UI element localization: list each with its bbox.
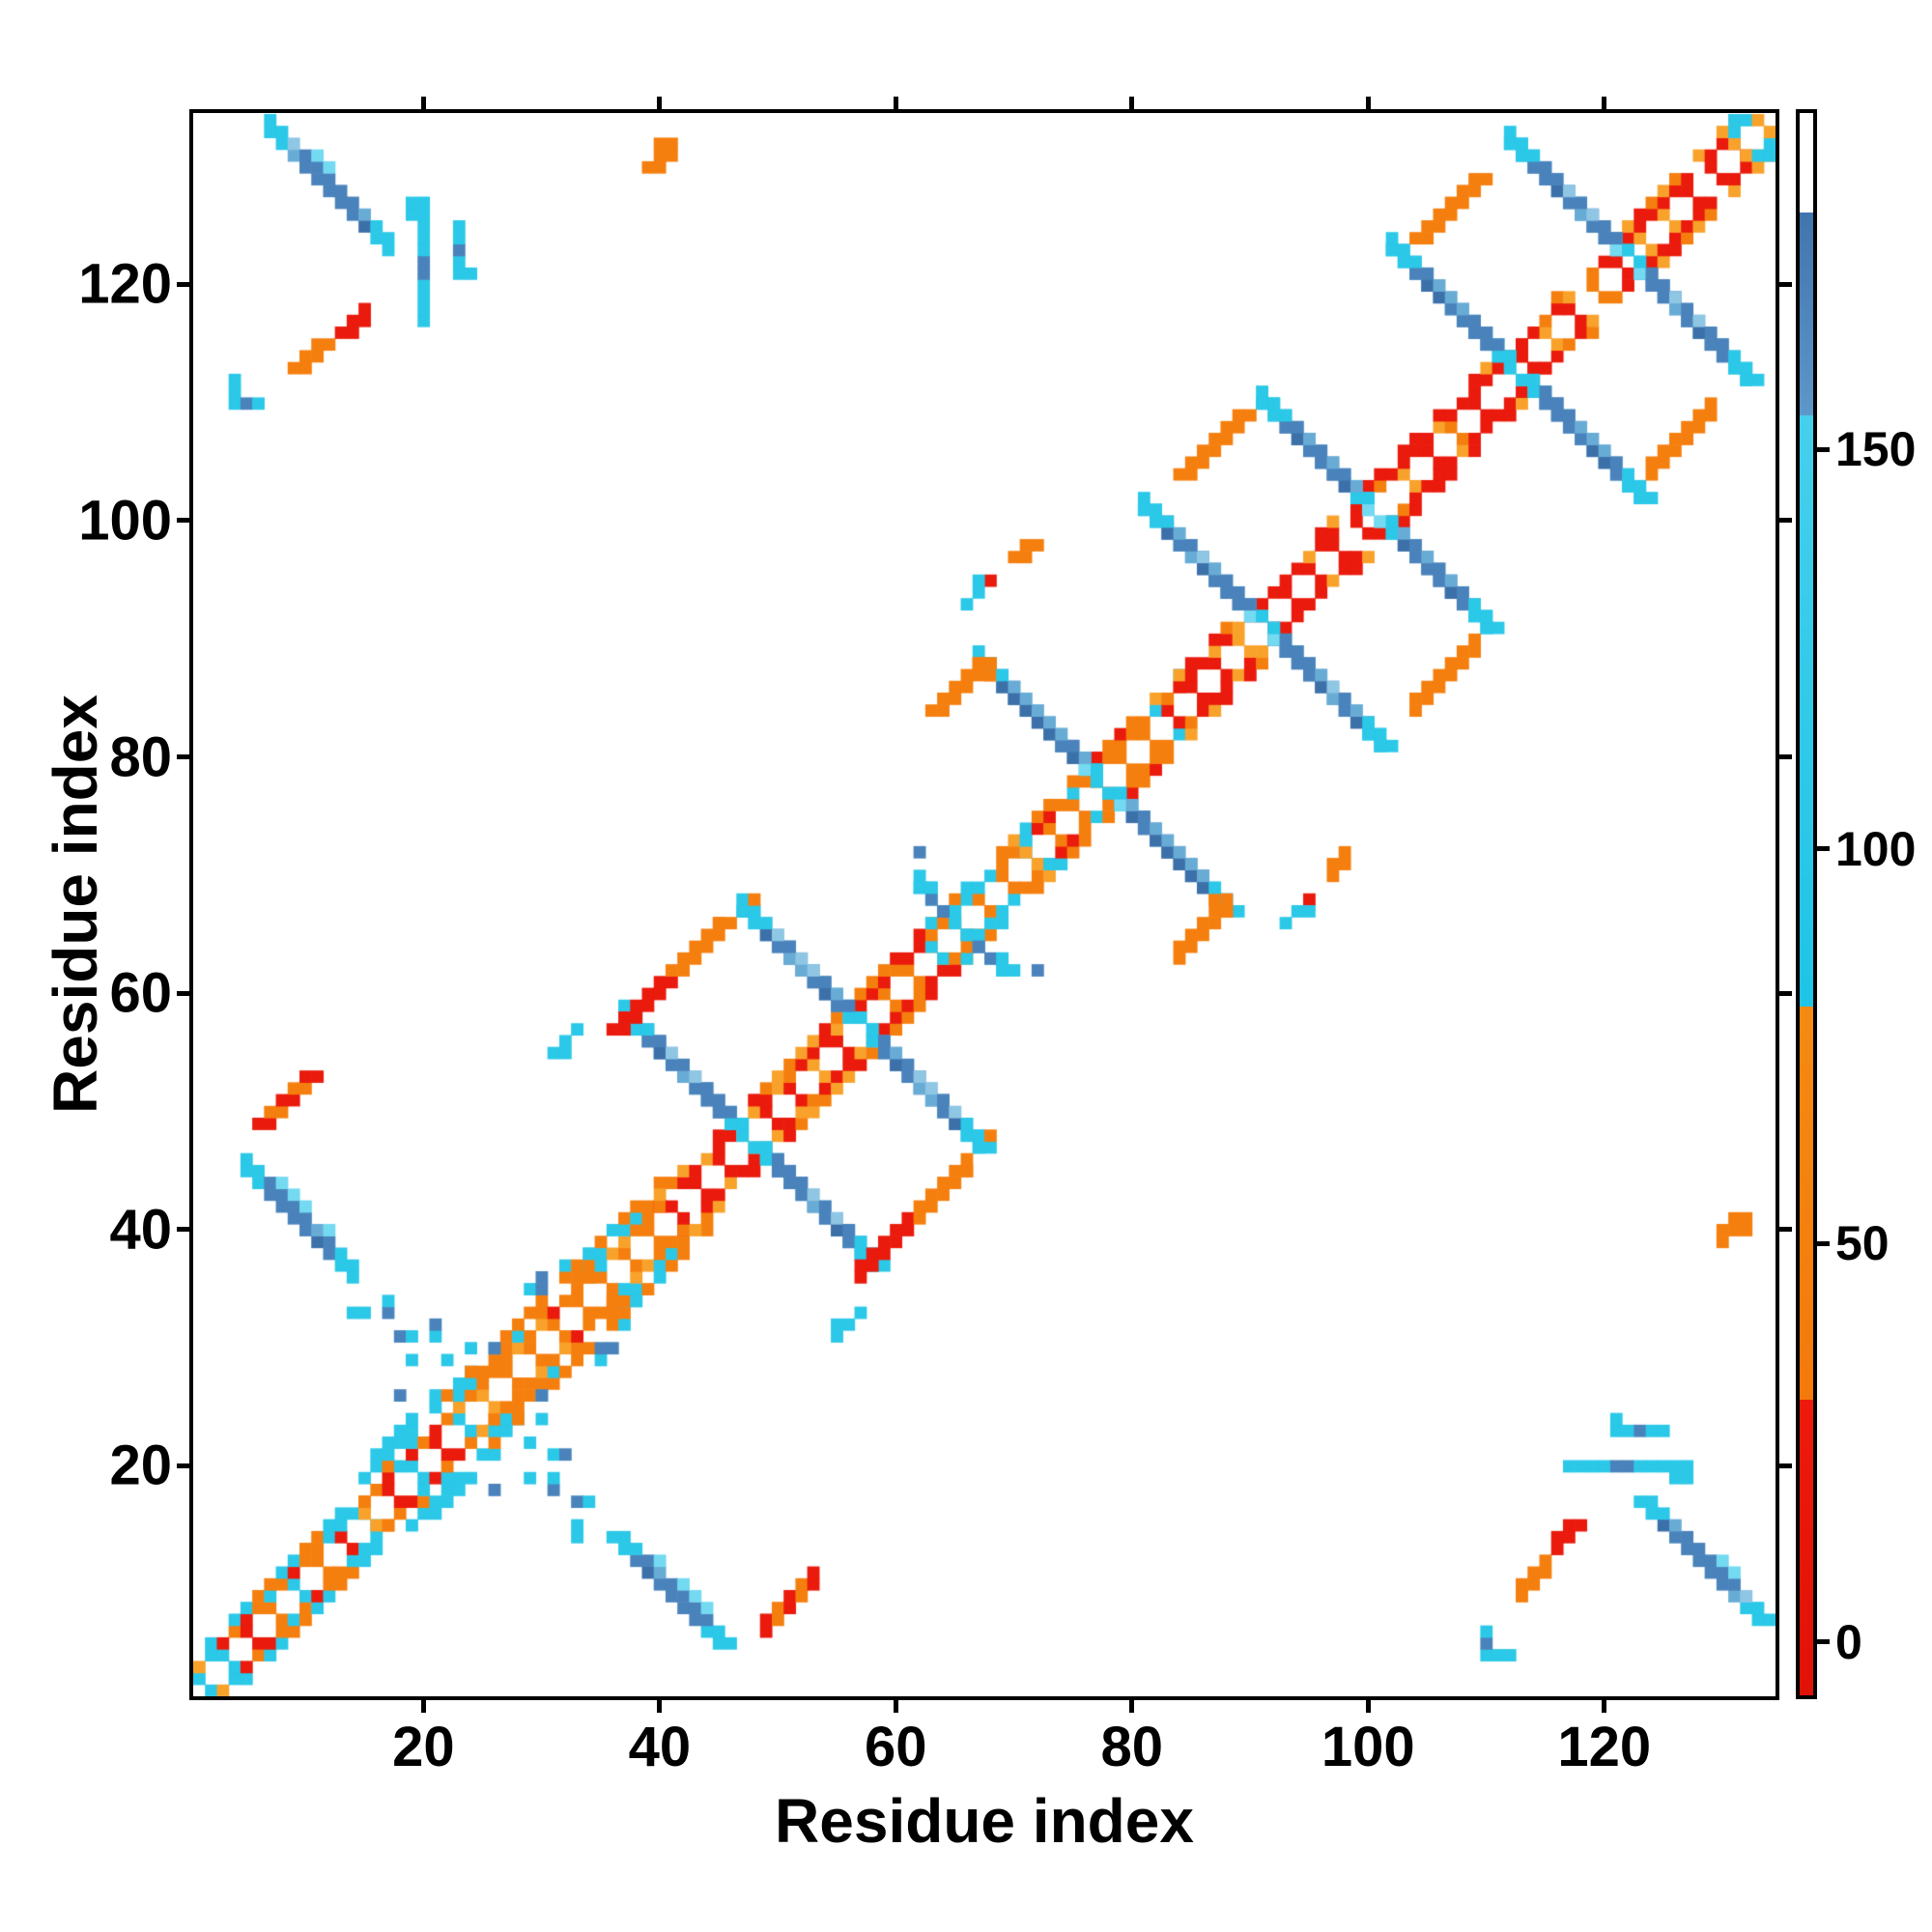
- y-right-tick-mark: [1779, 754, 1792, 760]
- y-right-tick-mark: [1779, 990, 1792, 996]
- y-right-tick-mark: [1779, 518, 1792, 524]
- colorbar: [1796, 109, 1817, 1699]
- y-tick-mark: [177, 1463, 189, 1468]
- colorbar-tick-label: 0: [1835, 1614, 1862, 1669]
- x-top-tick-mark: [420, 97, 426, 109]
- y-right-tick-mark: [1779, 1463, 1792, 1468]
- colorbar-tick-mark: [1817, 446, 1830, 452]
- x-top-tick-mark: [1365, 97, 1371, 109]
- y-tick-mark: [177, 754, 189, 760]
- colorbar-tick-label: 100: [1835, 821, 1917, 876]
- y-tick-label: 60: [109, 961, 172, 1025]
- x-top-tick-mark: [657, 97, 663, 109]
- x-top-tick-mark: [1129, 97, 1135, 109]
- x-tick-label: 40: [628, 1716, 692, 1778]
- colorbar-tick-mark: [1817, 1639, 1830, 1645]
- x-tick-mark: [420, 1700, 426, 1713]
- y-tick-label: 100: [78, 489, 172, 553]
- x-top-tick-mark: [893, 97, 898, 109]
- y-tick-label: 120: [78, 252, 172, 316]
- x-tick-mark: [893, 1700, 898, 1713]
- colorbar-tick-label: 50: [1835, 1216, 1889, 1271]
- x-tick-mark: [1129, 1700, 1135, 1713]
- x-tick-label: 100: [1321, 1716, 1415, 1778]
- y-right-tick-mark: [1779, 1227, 1792, 1233]
- colorbar-segment: [1800, 1007, 1813, 1401]
- x-tick-label: 120: [1557, 1716, 1652, 1778]
- y-tick-mark: [177, 518, 189, 524]
- y-tick-label: 80: [109, 725, 172, 789]
- colorbar-segment: [1800, 213, 1813, 416]
- y-tick-mark: [177, 1227, 189, 1233]
- colorbar-segment: [1800, 113, 1813, 214]
- colorbar-segment: [1800, 1399, 1813, 1695]
- y-tick-label: 40: [109, 1198, 172, 1262]
- x-top-tick-mark: [1602, 97, 1607, 109]
- x-tick-label: 80: [1100, 1716, 1164, 1778]
- colorbar-tick-mark: [1817, 1240, 1830, 1246]
- x-tick-label: 20: [392, 1716, 455, 1778]
- y-tick-mark: [177, 990, 189, 996]
- y-tick-label: 20: [109, 1434, 172, 1497]
- colorbar-tick-mark: [1817, 846, 1830, 852]
- y-right-tick-mark: [1779, 281, 1792, 287]
- plot-frame: [189, 109, 1779, 1700]
- x-axis-title: Residue index: [775, 1786, 1194, 1856]
- x-tick-label: 60: [865, 1716, 927, 1778]
- y-tick-mark: [177, 281, 189, 287]
- colorbar-segment: [1800, 414, 1813, 1009]
- heatmap-canvas: [193, 113, 1776, 1696]
- colorbar-tick-label: 150: [1835, 422, 1917, 477]
- x-tick-mark: [1602, 1700, 1607, 1713]
- x-tick-mark: [657, 1700, 663, 1713]
- x-tick-mark: [1365, 1700, 1371, 1713]
